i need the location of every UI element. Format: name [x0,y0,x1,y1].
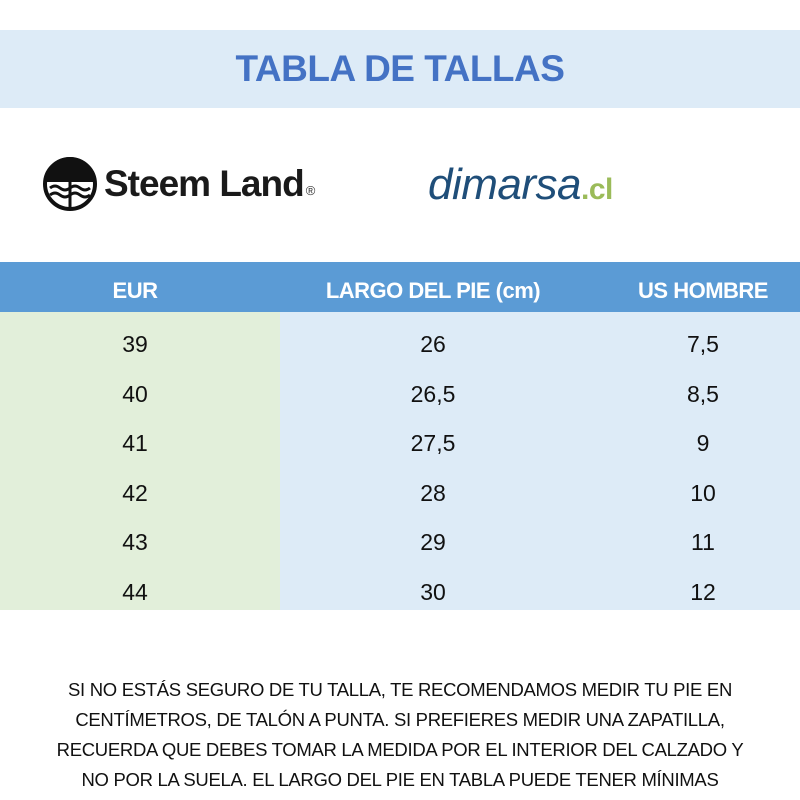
cell-us-men: 11 [691,529,715,556]
steemland-globe-icon [43,157,97,211]
cell-eur: 43 [122,529,148,556]
other-columns-bg [280,312,800,610]
note-line: NO POR LA SUELA. EL LARGO DEL PIE EN TAB… [81,769,719,790]
cell-eur: 44 [122,579,148,605]
cell-us-men: 7,5 [687,331,719,357]
registered-mark: ® [305,182,316,198]
cell-us-men: 8,5 [687,380,719,407]
cell-us-men: 10 [690,479,716,506]
column-header-foot-length: LARGO DEL PIE (cm) [325,278,541,303]
cell-us-men: 12 [690,579,716,605]
page-title: TABLA DE TALLAS [235,48,565,89]
steemland-wordmark: Steem Land [104,163,305,204]
table-header [0,262,800,312]
note-line: CENTÍMETROS, DE TALÓN A PUNTA. SI PREFIE… [75,709,725,730]
dimarsa-logo: dimarsa.cl [428,160,613,210]
cell-foot-length: 27,5 [410,430,456,457]
eur-column-bg [0,312,280,610]
column-header-eur: EUR [112,278,158,303]
cell-us-men: 9 [696,430,710,457]
cell-eur: 39 [122,331,148,357]
dimarsa-wordmark: dimarsa [428,160,582,209]
note-line: RECUERDA QUE DEBES TOMAR LA MEDIDA POR E… [56,739,744,760]
cell-eur: 40 [122,380,148,407]
cell-foot-length: 28 [420,479,446,506]
cell-foot-length: 30 [420,579,446,605]
cell-foot-length: 26 [420,331,446,357]
sizing-note: SI NO ESTÁS SEGURO DE TU TALLA, TE RECOM… [0,675,800,795]
cell-eur: 42 [122,479,148,506]
cell-foot-length: 26,5 [410,380,456,407]
note-line: SI NO ESTÁS SEGURO DE TU TALLA, TE RECOM… [67,679,733,700]
cell-foot-length: 29 [420,529,446,556]
cell-eur: 41 [122,430,148,457]
steemland-logo: Steem Land ® [42,155,315,213]
title-band [0,30,800,108]
dimarsa-tld: .cl [581,173,613,206]
column-header-us-men: US HOMBRE [638,278,768,303]
